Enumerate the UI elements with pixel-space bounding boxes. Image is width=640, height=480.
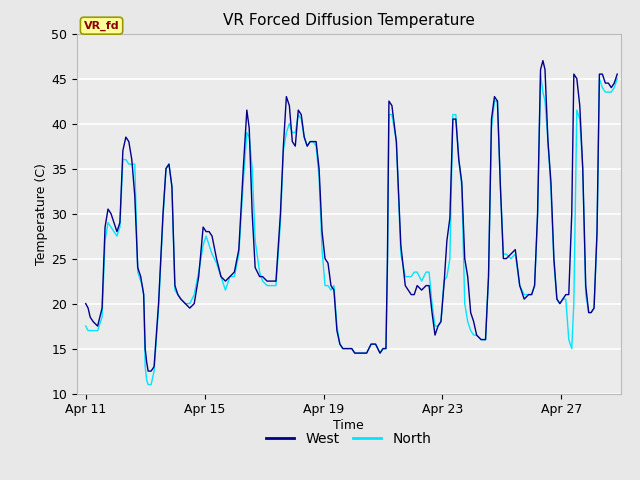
West [611,80,618,86]
North [235,251,243,257]
West [590,305,598,311]
North [431,323,439,329]
West [431,332,439,338]
Text: VR_fd: VR_fd [84,21,120,31]
Y-axis label: Temperature (C): Temperature (C) [35,163,48,264]
West [94,323,102,329]
North [446,256,454,262]
North [537,71,545,77]
West [446,215,454,221]
West [613,71,621,77]
North [82,323,90,329]
North [144,382,152,387]
North [590,305,598,311]
North [613,76,621,82]
Legend: West, North: West, North [261,426,436,452]
West [82,300,90,306]
North [611,84,618,90]
Line: West: West [86,60,617,371]
Title: VR Forced Diffusion Temperature: VR Forced Diffusion Temperature [223,13,475,28]
X-axis label: Time: Time [333,419,364,432]
West [144,368,152,374]
North [94,328,102,334]
West [539,58,547,63]
West [235,247,243,252]
Line: North: North [86,74,617,384]
